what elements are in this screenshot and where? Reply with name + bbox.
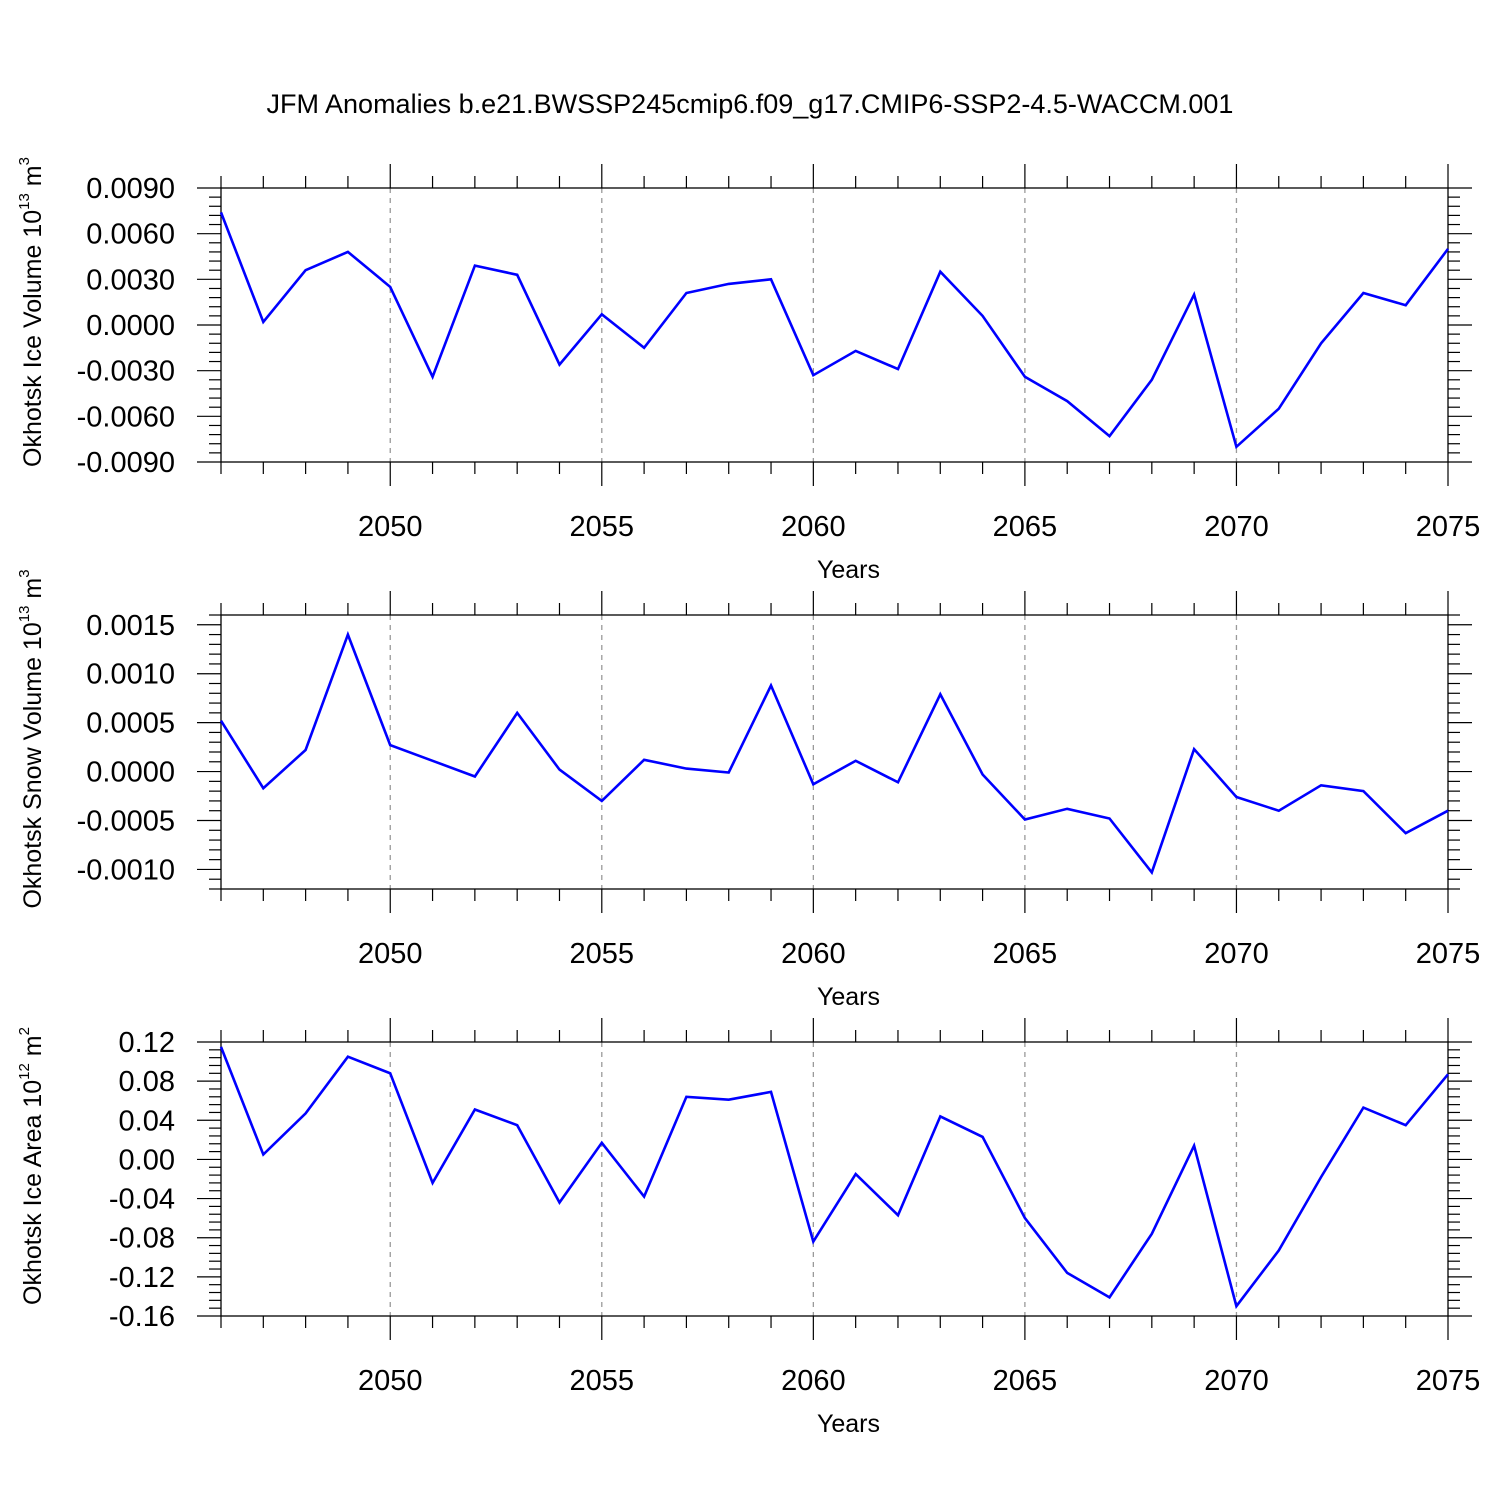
panels: 2050 2055 2060 2065 2070 2075 0.0090 0.0060 0.00…	[16, 157, 1480, 1438]
y-tick-label: -0.04	[109, 1184, 175, 1216]
panel-3: 2050 2055 2060 2065 2070 2075 0.12 0.08 0.04 0.00…	[16, 1018, 1480, 1438]
y-tick-label: 0.0030	[86, 264, 175, 296]
y-axis-label-exponent: 13	[16, 193, 33, 210]
x-tick-label: 2060	[781, 511, 846, 543]
x-tick-label: 2055	[570, 938, 635, 970]
y-tick-label: 0.0000	[86, 757, 175, 789]
x-tick-label: 2075	[1416, 938, 1481, 970]
y-axis-label-unit: m	[19, 1035, 47, 1063]
x-axis-label: Years	[817, 983, 880, 1011]
x-tick-label: 2075	[1416, 1365, 1481, 1397]
y-tick-label: 0.12	[119, 1027, 175, 1059]
x-tick-label: 2065	[993, 511, 1058, 543]
x-axis-label: Years	[817, 1410, 880, 1438]
x-tick-label: 2070	[1204, 1365, 1269, 1397]
y-tick-label: 0.0005	[86, 708, 175, 740]
series-line	[219, 1046, 1449, 1310]
y-axis-label-unit: m	[19, 165, 47, 193]
series-line	[219, 630, 1449, 876]
y-tick-label: -0.0005	[77, 806, 175, 838]
y-tick-label: -0.0010	[77, 854, 175, 886]
y-axis-label: Okhotsk Ice Area 1012 m2	[16, 1027, 47, 1305]
y-tick-label: -0.0030	[77, 356, 175, 388]
x-tick-label: 2065	[993, 1365, 1058, 1397]
y-axis-label-text: Okhotsk Ice Area 10	[19, 1080, 47, 1305]
y-tick-label: 0.0015	[86, 610, 175, 642]
plot-frame	[220, 614, 1449, 890]
x-tick-label: 2065	[993, 938, 1058, 970]
y-axis-label: Okhotsk Ice Volume 1013 m3	[16, 157, 47, 467]
y-tick-label: -0.08	[109, 1223, 175, 1255]
y-axis-label: Okhotsk Snow Volume 1013 m3	[16, 569, 47, 908]
y-tick-label: 0.00	[119, 1144, 175, 1176]
y-tick-label: -0.0090	[77, 447, 175, 479]
x-tick-label: 2055	[570, 511, 635, 543]
y-tick-label: 0.04	[119, 1105, 175, 1137]
x-axis-label: Years	[817, 556, 880, 584]
y-tick-label: -0.12	[109, 1262, 175, 1294]
x-tick-label: 2070	[1204, 938, 1269, 970]
y-tick-label: -0.16	[109, 1301, 175, 1333]
x-tick-label: 2050	[358, 938, 423, 970]
y-axis-label-unit-exponent: 3	[16, 569, 33, 577]
y-axis-label-exponent: 13	[16, 606, 33, 623]
x-tick-label: 2060	[781, 1365, 846, 1397]
x-tick-label: 2050	[358, 1365, 423, 1397]
y-axis-label-text: Okhotsk Snow Volume 10	[19, 622, 47, 908]
y-axis-label-text: Okhotsk Ice Volume 10	[19, 210, 47, 467]
y-axis-label-unit: m	[19, 578, 47, 606]
x-tick-label: 2050	[358, 511, 423, 543]
x-tick-label: 2060	[781, 938, 846, 970]
y-tick-label: 0.0060	[86, 219, 175, 251]
panel-2: 2050 2055 2060 2065 2070 2075 0.0015 0.0010 0.00…	[16, 569, 1480, 1011]
x-tick-label: 2075	[1416, 511, 1481, 543]
plot-frame	[220, 1041, 1449, 1317]
y-axis-label-exponent: 12	[16, 1063, 33, 1080]
panel-1: 2050 2055 2060 2065 2070 2075 0.0090 0.0060 0.00…	[16, 157, 1480, 584]
y-axis-label-unit-exponent: 3	[16, 157, 33, 165]
y-tick-label: 0.08	[119, 1066, 175, 1098]
y-tick-label: 0.0000	[86, 310, 175, 342]
y-axis-label-unit-exponent: 2	[16, 1027, 33, 1035]
x-tick-label: 2070	[1204, 511, 1269, 543]
x-tick-label: 2055	[570, 1365, 635, 1397]
chart-title: JFM Anomalies b.e21.BWSSP245cmip6.f09_g1…	[267, 89, 1234, 119]
y-tick-label: 0.0090	[86, 173, 175, 205]
y-tick-label: 0.0010	[86, 659, 175, 691]
series-line	[219, 211, 1450, 450]
y-tick-label: -0.0060	[77, 401, 175, 433]
